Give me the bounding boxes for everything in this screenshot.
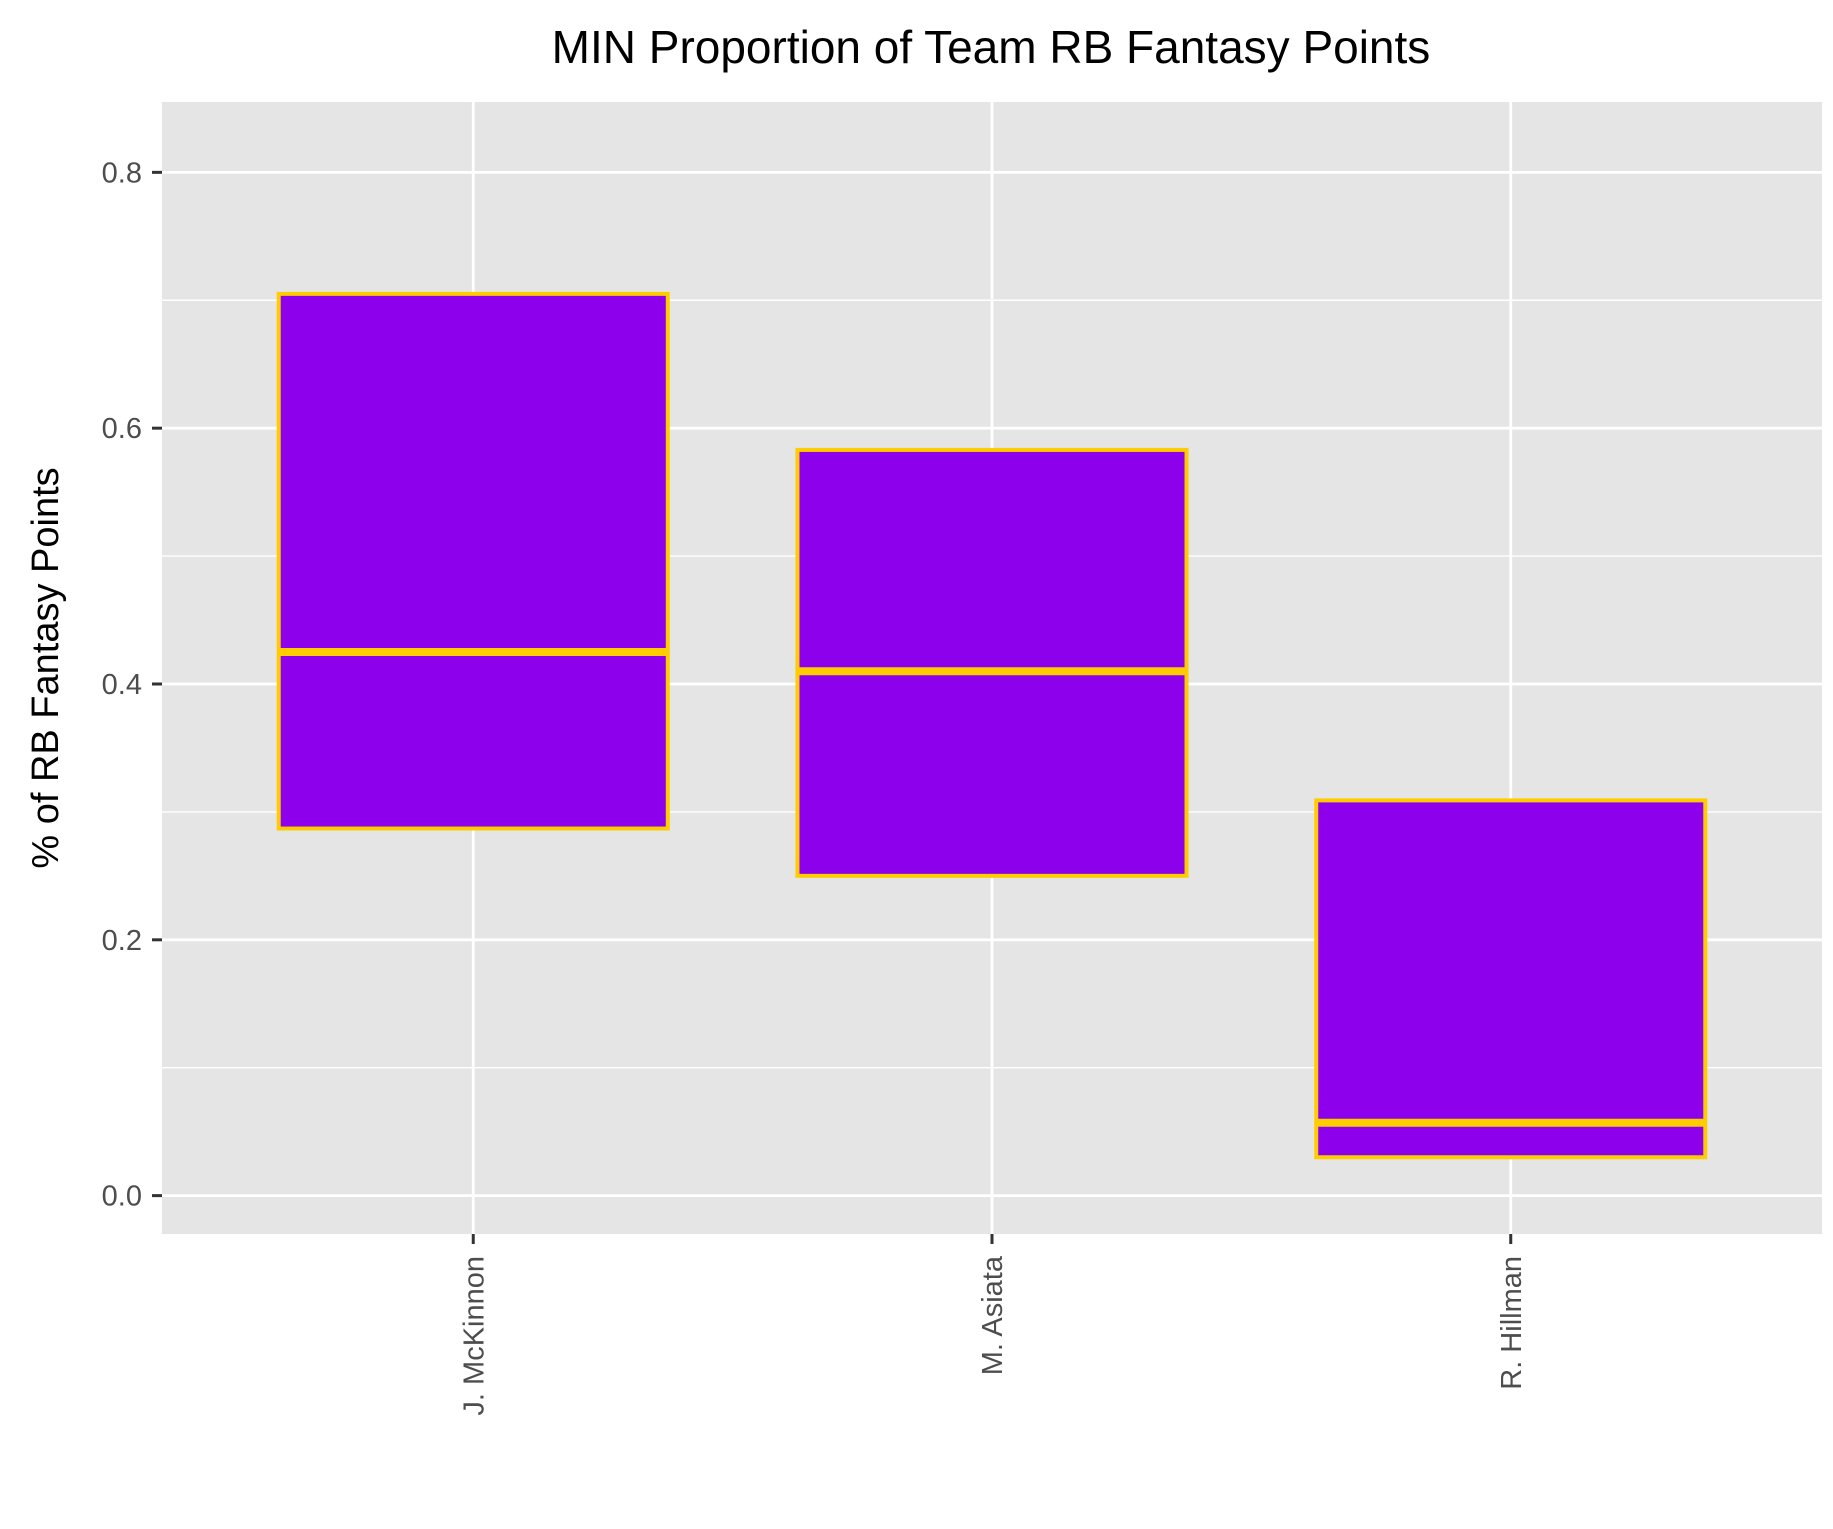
chart-title: MIN Proportion of Team RB Fantasy Points — [552, 21, 1431, 73]
x-axis: J. McKinnon M. Asiata R. Hillman — [458, 1234, 1528, 1416]
y-tick-label: 0.0 — [102, 1181, 142, 1213]
x-tick-label: M. Asiata — [977, 1255, 1009, 1375]
y-axis-label: % of RB Fantasy Points — [25, 467, 67, 868]
x-tick-label: J. McKinnon — [458, 1256, 490, 1416]
y-tick-label: 0.6 — [102, 413, 142, 445]
box-r-hillman — [1314, 798, 1708, 1160]
boxes — [276, 291, 1708, 1160]
x-tick-label: R. Hillman — [1496, 1256, 1528, 1390]
y-tick-label: 0.8 — [102, 157, 142, 189]
box-m-asiata — [795, 447, 1189, 878]
box-j-mckinnon — [276, 291, 670, 831]
y-axis: 0.0 0.2 0.4 0.6 0.8 — [102, 157, 162, 1213]
y-tick-label: 0.4 — [102, 669, 142, 701]
y-tick-label: 0.2 — [102, 925, 142, 957]
